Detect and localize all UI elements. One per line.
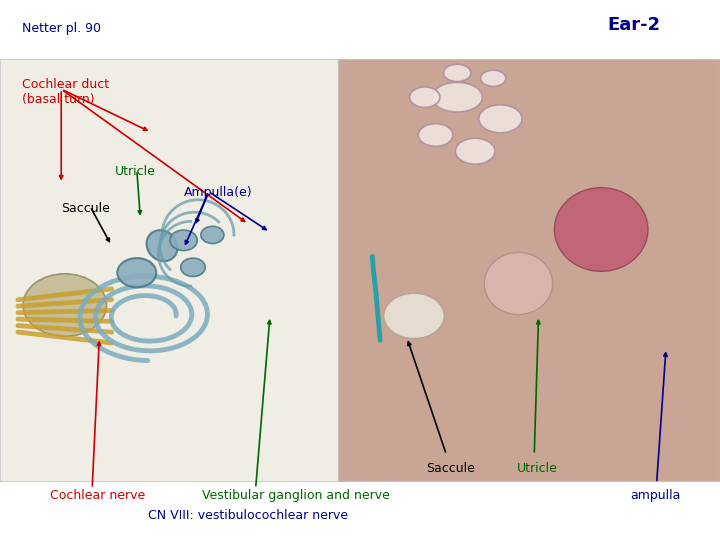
Text: Utricle: Utricle [115,165,156,178]
Text: Netter pl. 90: Netter pl. 90 [22,22,101,35]
Text: ampulla: ampulla [630,489,680,502]
Text: Ear-2: Ear-2 [607,16,660,34]
Ellipse shape [147,230,177,261]
Text: Saccule: Saccule [426,462,475,475]
Text: CN VIII: vestibulocochlear nerve: CN VIII: vestibulocochlear nerve [148,509,348,522]
Ellipse shape [444,64,471,82]
Ellipse shape [554,187,648,271]
Text: Vestibular ganglion and nerve: Vestibular ganglion and nerve [202,489,390,502]
Ellipse shape [432,82,482,112]
Text: Cochlear nerve: Cochlear nerve [50,489,145,502]
Text: Cochlear duct
(basal turn): Cochlear duct (basal turn) [22,78,109,106]
Circle shape [117,258,156,287]
Ellipse shape [481,70,506,86]
Circle shape [23,274,107,336]
Circle shape [181,258,205,276]
Circle shape [170,230,197,251]
Ellipse shape [410,87,440,107]
Ellipse shape [479,105,522,133]
Text: Ampulla(e): Ampulla(e) [184,186,252,199]
Bar [340,60,717,480]
Circle shape [201,226,224,244]
Text: Saccule: Saccule [61,202,110,215]
Circle shape [384,293,444,339]
Ellipse shape [456,138,495,164]
Bar [338,59,720,481]
Ellipse shape [484,252,553,314]
Text: Utricle: Utricle [517,462,558,475]
Bar [0,59,346,481]
Ellipse shape [418,124,453,146]
